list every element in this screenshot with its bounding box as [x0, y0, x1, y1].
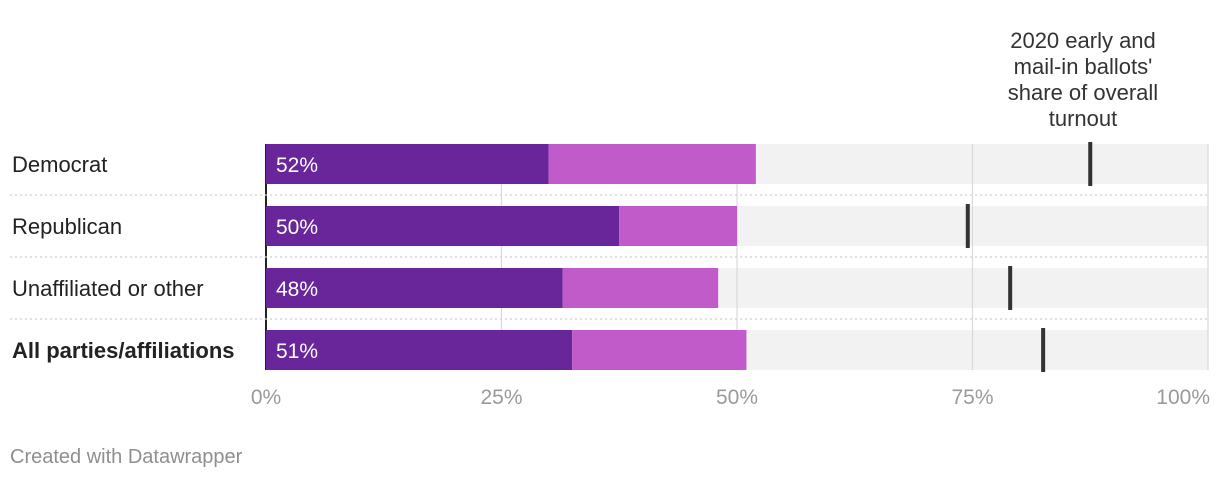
labels: Democrat Republican Unaffiliated or other A… [12, 152, 1210, 409]
bar-segment-2 [619, 206, 737, 246]
category-label: All parties/affiliations [12, 338, 235, 363]
x-tick-label: 25% [480, 386, 522, 409]
bar-segment-1 [266, 144, 549, 184]
category-label: Democrat [12, 152, 107, 177]
category-label: Unaffiliated or other [12, 276, 204, 301]
x-tick-label: 50% [716, 386, 758, 409]
marker-annotation: 2020 early and mail-in ballots' share of o… [1008, 28, 1158, 131]
marker-annotation-line: share of overall [1008, 80, 1158, 105]
turnout-marker [1088, 142, 1093, 186]
turnout-marker [965, 204, 970, 248]
datawrapper-credit: Created with Datawrapper [10, 446, 243, 468]
category-label: Republican [12, 214, 122, 239]
x-tick-label: 100% [1156, 386, 1210, 409]
bar-segment-2 [562, 268, 719, 308]
bar-segment-1 [266, 206, 620, 246]
turnout-marker [1008, 266, 1013, 310]
value-label: 50% [276, 216, 318, 239]
bar-segment-1 [266, 330, 573, 370]
x-tick-label: 0% [251, 386, 281, 409]
marker-annotation-line: turnout [1049, 106, 1118, 131]
bar-segment-1 [266, 268, 563, 308]
bar-segment-2 [548, 144, 756, 184]
x-tick-label: 75% [951, 386, 993, 409]
bars [266, 142, 1093, 372]
value-label: 52% [276, 154, 318, 177]
bar-segment-2 [572, 330, 747, 370]
marker-annotation-line: 2020 early and [1010, 28, 1156, 53]
marker-annotation-line: mail-in ballots' [1014, 54, 1153, 79]
value-label: 51% [276, 340, 318, 363]
turnout-marker [1041, 328, 1046, 372]
value-label: 48% [276, 278, 318, 301]
